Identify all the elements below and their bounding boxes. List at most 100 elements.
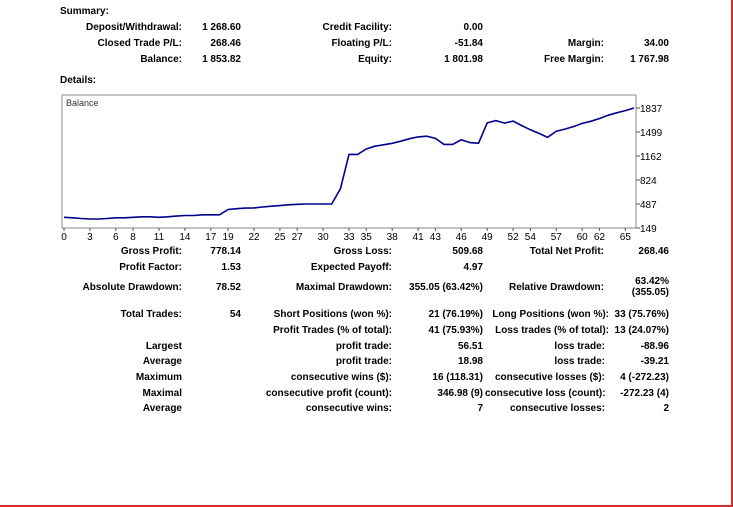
maximum-label: Maximum <box>135 372 182 383</box>
credit-facility-value: 0.00 <box>463 22 483 33</box>
y-tick-label: 824 <box>640 176 657 187</box>
loss-trades-value: 13 (24.07%) <box>614 325 669 336</box>
x-tick-label: 11 <box>154 232 165 243</box>
deposit-value: 1 268.60 <box>202 22 241 33</box>
closed-trade-pl-value: 268.46 <box>210 38 241 49</box>
total-trades-label: Total Trades: <box>120 309 183 320</box>
average-consecutive-wins-label: consecutive wins: <box>305 403 392 414</box>
x-tick-label: 54 <box>525 232 537 243</box>
x-tick-label: 27 <box>292 232 304 243</box>
y-tick-label: 1499 <box>640 128 663 139</box>
absolute-drawdown-value: 78.52 <box>215 282 241 293</box>
total-net-profit-label: Total Net Profit: <box>529 246 604 257</box>
x-tick-label: 6 <box>113 232 119 243</box>
details-heading: Details: <box>60 75 97 86</box>
average-profit-trade-value: 18.98 <box>457 356 483 367</box>
x-tick-label: 46 <box>456 232 468 243</box>
deposit-label: Deposit/Withdrawal: <box>85 22 182 33</box>
gross-profit-label: Gross Profit: <box>120 246 182 257</box>
relative-drawdown-percent: 63.42% <box>635 276 669 287</box>
x-tick-label: 52 <box>508 232 520 243</box>
x-tick-label: 8 <box>130 232 136 243</box>
x-tick-label: 17 <box>205 232 217 243</box>
x-tick-label: 30 <box>318 232 330 243</box>
short-positions-label: Short Positions (won %): <box>273 309 392 320</box>
expected-payoff-value: 4.97 <box>463 262 483 273</box>
long-positions-label: Long Positions (won %): <box>492 309 609 320</box>
report-border-bottom <box>0 505 733 507</box>
gross-profit-value: 778.14 <box>210 246 241 257</box>
x-tick-label: 0 <box>61 232 67 243</box>
balance-value: 1 853.82 <box>202 54 241 65</box>
x-tick-label: 60 <box>577 232 589 243</box>
max-consecutive-wins-value: 16 (118.31) <box>432 372 483 383</box>
max-consecutive-losses-label: consecutive losses ($): <box>494 372 605 383</box>
x-tick-label: 57 <box>551 232 563 243</box>
x-tick-label: 14 <box>179 232 191 243</box>
absolute-drawdown-label: Absolute Drawdown: <box>82 282 182 293</box>
closed-trade-pl-label: Closed Trade P/L: <box>97 38 182 49</box>
relative-drawdown-label: Relative Drawdown: <box>508 282 604 293</box>
loss-trades-label: Loss trades (% of total): <box>495 325 609 336</box>
average-loss-trade-value: -39.21 <box>640 356 669 367</box>
average-loss-trade-label: loss trade: <box>554 356 605 367</box>
profit-trades-value: 41 (75.93%) <box>428 325 483 336</box>
largest-loss-trade-label: loss trade: <box>554 341 605 352</box>
largest-profit-trade-value: 56.51 <box>457 341 483 352</box>
summary-heading: Summary: <box>60 6 109 17</box>
chart-series-label: Balance <box>66 98 99 108</box>
balance-label: Balance: <box>140 54 182 65</box>
gross-loss-value: 509.68 <box>452 246 483 257</box>
x-tick-label: 22 <box>248 232 260 243</box>
maximal-drawdown-value: 355.05 (63.42%) <box>409 282 483 293</box>
maximal-consecutive-profit-value: 346.98 (9) <box>437 388 483 399</box>
chart-plot-area <box>61 94 637 229</box>
balance-chart: Balance 149 487 824 1162 1499 1837 0 3 6 8 11 14 17… <box>61 94 663 243</box>
gross-loss-label: Gross Loss: <box>333 246 392 257</box>
maximal-consecutive-loss-value: -272.23 (4) <box>620 388 669 399</box>
margin-label: Margin: <box>567 38 604 49</box>
x-tick-label: 62 <box>594 232 606 243</box>
relative-drawdown-amount: (355.05) <box>631 287 669 298</box>
equity-label: Equity: <box>358 54 392 65</box>
average-profit-trade-label: profit trade: <box>335 356 392 367</box>
x-tick-label: 3 <box>87 232 93 243</box>
x-tick-label: 65 <box>620 232 632 243</box>
equity-value: 1 801.98 <box>444 54 483 65</box>
maximal-label: Maximal <box>142 388 182 399</box>
x-tick-label: 25 <box>274 232 286 243</box>
maximal-consecutive-loss-label: consecutive loss (count): <box>485 388 606 399</box>
x-tick-label: 38 <box>387 232 399 243</box>
average-consecutive-label: Average <box>142 403 182 414</box>
largest-profit-trade-label: profit trade: <box>335 341 392 352</box>
average-label: Average <box>142 356 182 367</box>
largest-loss-trade-value: -88.96 <box>640 341 669 352</box>
profit-factor-value: 1.53 <box>221 262 241 273</box>
y-tick-label: 487 <box>640 200 657 211</box>
y-tick-label: 1162 <box>640 152 662 163</box>
max-consecutive-losses-value: 4 (-272.23) <box>620 372 669 383</box>
expected-payoff-label: Expected Payoff: <box>310 262 392 273</box>
x-tick-label: 33 <box>343 232 355 243</box>
balance-line <box>63 107 635 220</box>
short-positions-value: 21 (76.19%) <box>428 309 483 320</box>
total-net-profit-value: 268.46 <box>638 246 669 257</box>
largest-label: Largest <box>145 341 182 352</box>
max-consecutive-wins-label: consecutive wins ($): <box>290 372 392 383</box>
x-tick-label: 41 <box>413 232 425 243</box>
x-tick-label: 49 <box>482 232 494 243</box>
floating-pl-value: -51.84 <box>454 38 483 49</box>
total-trades-value: 54 <box>229 309 241 320</box>
free-margin-value: 1 767.98 <box>630 54 669 65</box>
credit-facility-label: Credit Facility: <box>322 22 392 33</box>
floating-pl-label: Floating P/L: <box>331 38 392 49</box>
y-tick-label: 149 <box>640 224 657 235</box>
x-tick-label: 35 <box>361 232 373 243</box>
free-margin-label: Free Margin: <box>543 54 604 65</box>
profit-trades-label: Profit Trades (% of total): <box>273 325 392 336</box>
maximal-drawdown-label: Maximal Drawdown: <box>295 282 392 293</box>
report-border-right <box>731 0 733 507</box>
average-consecutive-losses-label: consecutive losses: <box>509 403 605 414</box>
x-tick-label: 43 <box>430 232 442 243</box>
maximal-consecutive-profit-label: consecutive profit (count): <box>265 388 392 399</box>
